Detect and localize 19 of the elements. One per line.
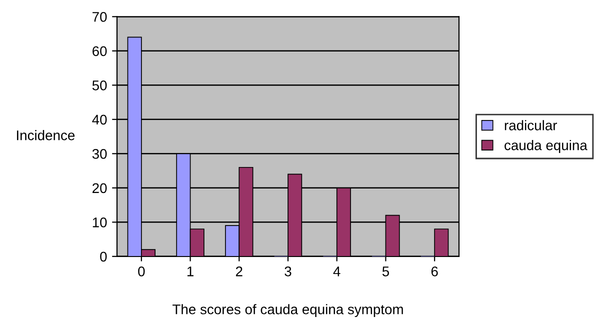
x-tick-label: 5 — [382, 266, 389, 276]
legend-label: cauda equina — [504, 140, 588, 153]
x-tick-label: 6 — [431, 266, 438, 276]
x-axis-title: The scores of cauda equina symptom — [172, 304, 403, 318]
x-tick-label: 2 — [236, 266, 242, 276]
x-tick-label: 4 — [333, 266, 340, 276]
x-tick-label: 0 — [138, 266, 145, 276]
y-tick-label: 60 — [92, 46, 107, 56]
x-tick-label: 1 — [187, 266, 194, 276]
y-axis-title: Incidence — [16, 130, 75, 140]
legend-label: radicular — [504, 120, 558, 130]
y-tick-label: 30 — [92, 148, 107, 159]
y-tick-label: 0 — [100, 252, 107, 262]
y-tick-label: 10 — [92, 217, 107, 228]
y-tick-label: 20 — [92, 183, 107, 194]
y-tick-label: 50 — [92, 80, 107, 90]
y-tick-label: 40 — [92, 114, 107, 125]
y-tick-label: 70 — [92, 12, 107, 22]
x-tick-label: 3 — [284, 266, 292, 276]
